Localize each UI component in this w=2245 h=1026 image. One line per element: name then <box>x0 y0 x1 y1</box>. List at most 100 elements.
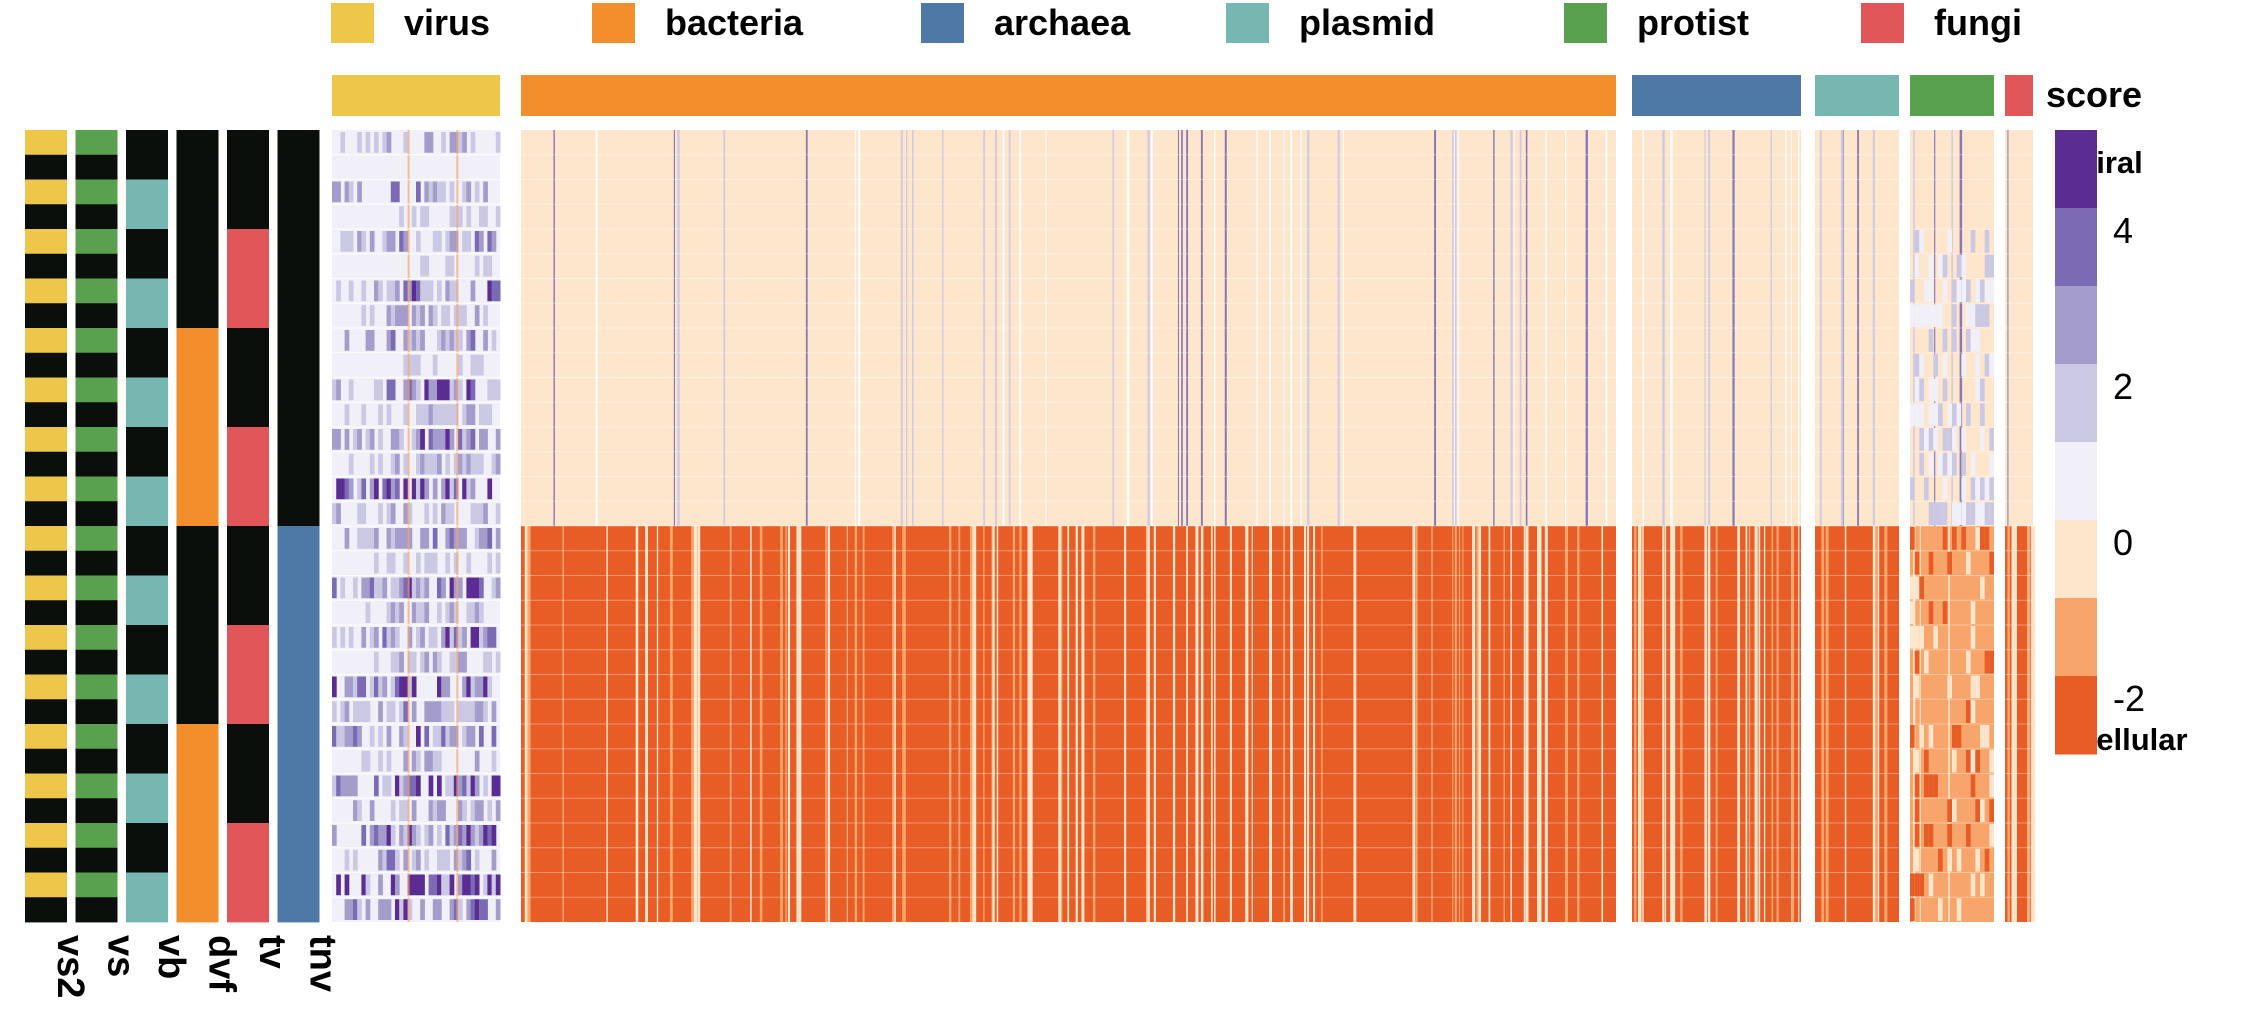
heatmap-cell <box>1910 403 1915 426</box>
heatmap-cell <box>1933 378 1938 402</box>
heatmap-cell <box>348 280 354 302</box>
heatmap-row-separator <box>2005 773 2033 774</box>
heatmap-row-separator <box>1910 698 1994 700</box>
heatmap-cell <box>449 825 455 846</box>
heatmap-cell <box>474 825 480 846</box>
heatmap-column-streak <box>1564 526 1568 922</box>
track-label-vs2: vs2 <box>49 935 91 998</box>
heatmap-cell <box>407 676 413 698</box>
heatmap-cell <box>453 825 459 846</box>
heatmap-cell <box>445 775 451 797</box>
heatmap-cell <box>453 726 459 747</box>
heatmap-cell <box>336 503 341 524</box>
track-cell-vs <box>75 773 118 799</box>
heatmap-cell <box>1942 279 1948 303</box>
heatmap-row-separator <box>1632 426 1801 428</box>
heatmap-cell <box>411 750 417 772</box>
heatmap-cell <box>449 577 455 599</box>
heatmap-cell <box>1910 527 1915 550</box>
heatmap-row-separator <box>332 871 500 874</box>
heatmap-row-separator <box>521 451 1616 453</box>
column-group-bars <box>332 75 2033 116</box>
heatmap-column-streak <box>1821 526 1825 922</box>
legend-swatch-bacteria <box>592 3 635 43</box>
heatmap-cell <box>470 726 476 747</box>
heatmap-cell <box>458 627 463 648</box>
track-cell-vs2 <box>25 649 67 675</box>
heatmap-column-streak <box>527 526 531 922</box>
track-cell-vs2 <box>25 476 67 502</box>
heatmap-cell <box>416 602 421 623</box>
heatmap-cell <box>453 231 459 252</box>
heatmap-row-separator <box>332 896 500 898</box>
heatmap-cell <box>1924 477 1929 501</box>
heatmap-cell <box>399 676 404 698</box>
heatmap-column-streak <box>1707 130 1711 526</box>
heatmap-column-streak <box>524 526 528 922</box>
heatmap-cell <box>416 750 421 772</box>
track-cell-vs <box>75 897 118 923</box>
heatmap-row-separator <box>2005 352 2033 354</box>
heatmap-cell <box>441 330 446 351</box>
heatmap-cell <box>453 528 459 549</box>
heatmap-cell <box>428 181 434 203</box>
heatmap-cell <box>374 478 379 500</box>
track-cell-vs <box>75 823 118 849</box>
heatmap-row-separator <box>1632 253 1801 255</box>
heatmap-column-streak <box>1672 526 1676 922</box>
track-cell-vs2 <box>25 773 67 799</box>
track-cell-vs <box>75 724 118 750</box>
heatmap-column-streak <box>1670 130 1673 526</box>
heatmap-cell <box>1942 477 1948 501</box>
heatmap-row-separator <box>1910 624 1994 626</box>
heatmap-cell <box>466 602 472 623</box>
heatmap-cell <box>479 404 484 425</box>
heatmap-cell <box>449 132 455 153</box>
track-cell-dvf <box>176 204 219 230</box>
heatmap-column-streak <box>1251 526 1253 922</box>
heatmap-cell <box>403 354 409 376</box>
heatmap-cell <box>378 453 383 475</box>
heatmap-cell <box>445 552 451 574</box>
heatmap-column-streak <box>1877 526 1880 922</box>
heatmap-row-separator <box>521 525 1616 527</box>
heatmap-column-streak <box>1200 526 1204 922</box>
heatmap-cell <box>1970 329 1976 352</box>
score-scale-bin <box>2055 676 2097 755</box>
heatmap-cell <box>449 330 455 351</box>
heatmap-cell <box>495 552 501 574</box>
heatmap-cell <box>403 726 409 747</box>
heatmap-cell <box>474 800 480 821</box>
heatmap-cell <box>428 132 434 153</box>
heatmap-cell <box>332 775 337 797</box>
heatmap-cell <box>441 132 446 153</box>
heatmap-cell <box>340 231 346 252</box>
heatmap-column-streak <box>894 526 896 922</box>
heatmap-cell <box>416 478 421 500</box>
heatmap-cell <box>1970 749 1976 773</box>
track-cell-dvf <box>176 154 219 180</box>
heatmap-cell <box>361 528 367 549</box>
heatmap-column-streak <box>1269 526 1271 922</box>
heatmap-cell <box>495 528 501 549</box>
heatmap-cell <box>403 750 409 772</box>
heatmap-cell <box>390 676 396 698</box>
heatmap-cell <box>382 899 388 920</box>
heatmap-cell <box>453 330 459 351</box>
heatmap-column-streak <box>673 130 676 526</box>
heatmap-row-separator <box>1632 476 1801 477</box>
heatmap-cell <box>1919 452 1924 476</box>
heatmap-cell <box>1975 848 1980 872</box>
heatmap-block-plasmid-top <box>1815 130 1899 526</box>
heatmap-cell <box>1989 477 1994 501</box>
heatmap-cell <box>1956 254 1962 278</box>
heatmap-cell <box>1970 230 1976 253</box>
column-group-bar-plasmid <box>1815 75 1899 116</box>
heatmap-cell <box>420 528 425 549</box>
track-label-vs: vs <box>100 935 142 977</box>
track-cell-vs <box>75 476 118 502</box>
heatmap-cell <box>344 701 350 722</box>
heatmap-cell <box>483 627 488 648</box>
track-cell-vb <box>126 154 168 180</box>
track-cell-dvf <box>176 847 219 873</box>
